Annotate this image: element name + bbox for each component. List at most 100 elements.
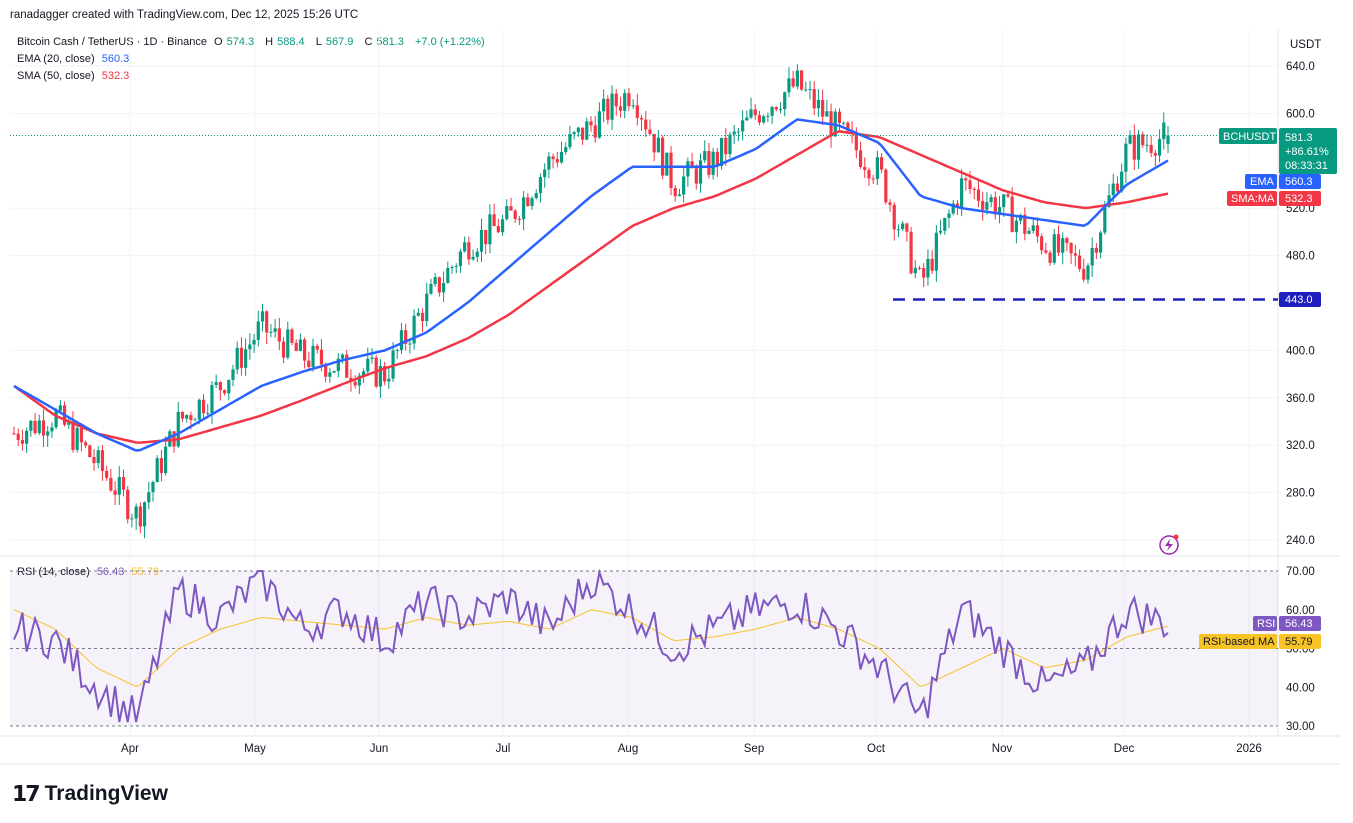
candle-body — [888, 202, 892, 205]
rsi-label: RSI (14, close) — [17, 566, 90, 578]
candle-body — [770, 107, 774, 116]
brand-name: TradingView — [44, 782, 168, 805]
candle-body — [1115, 183, 1120, 192]
candle-body — [16, 433, 20, 441]
candle-body — [383, 366, 387, 382]
candle-body — [964, 178, 968, 181]
candle-body — [694, 168, 698, 184]
rsi-ma-tag-text: RSI-based MA — [1203, 636, 1275, 648]
candle-body — [1090, 247, 1094, 266]
candle-body — [201, 399, 206, 414]
candle-body — [757, 115, 762, 123]
candle-body — [711, 151, 715, 175]
symbol-tag-text: BCHUSDT — [1223, 131, 1276, 143]
candle-body — [783, 92, 787, 110]
candle-body — [652, 133, 656, 153]
candle-body — [1145, 144, 1149, 146]
candle-body — [484, 229, 488, 245]
candle-body — [1002, 194, 1006, 208]
candle-body — [593, 125, 597, 138]
candle-body — [993, 197, 997, 215]
candle-body — [75, 428, 79, 450]
ema-legend[interactable]: EMA (20, close) 560.3 — [17, 53, 133, 65]
candle-body — [1044, 250, 1048, 253]
price-tick: 480.0 — [1286, 251, 1315, 263]
candle-body — [665, 152, 669, 176]
rsi-ma-line — [13, 609, 1169, 688]
candle-body — [227, 379, 231, 394]
candle-body — [947, 213, 951, 218]
candle-body — [660, 137, 665, 176]
candle-body — [113, 490, 117, 495]
candle-body — [214, 382, 218, 386]
candle-body — [736, 131, 741, 133]
candle-body — [492, 214, 496, 227]
candle-body — [623, 93, 627, 111]
rsi-value-tag — [1279, 616, 1321, 631]
candle-body — [222, 390, 227, 394]
candle-body — [252, 339, 256, 345]
support-tag — [1279, 292, 1321, 307]
candle-body — [1086, 265, 1090, 280]
candle-body — [534, 193, 538, 199]
candle-body — [471, 256, 475, 260]
candle-body — [677, 194, 682, 197]
candle-body — [627, 93, 631, 107]
rsi-tag — [1253, 616, 1277, 631]
candle-body — [218, 382, 222, 391]
month-label: Jun — [370, 743, 389, 755]
candle-body — [778, 109, 783, 111]
candle-body — [408, 343, 412, 345]
candle-body — [20, 440, 25, 444]
candle-body — [909, 231, 913, 274]
candle-body — [960, 178, 964, 208]
candle-body — [147, 492, 151, 503]
candle-body — [871, 178, 875, 180]
candle-body — [719, 137, 724, 166]
sma-tag-text: SMA:MA — [1231, 193, 1275, 205]
candle-body — [277, 328, 281, 342]
low-label: L 567.9 — [315, 36, 354, 48]
rsi-legend[interactable]: RSI (14, close) 56.43 55.79 — [17, 566, 163, 578]
rsi-value-tag-text: 56.43 — [1285, 618, 1313, 630]
candle-body — [707, 150, 711, 175]
candle-body — [614, 93, 618, 107]
rsi-ma-value-tag-text: 55.79 — [1285, 636, 1313, 648]
month-label: 2026 — [1236, 743, 1262, 755]
candle-body — [955, 203, 960, 208]
candle-body — [669, 152, 673, 189]
candle-body — [985, 202, 989, 210]
candle-body — [441, 282, 446, 293]
candle-body — [151, 482, 155, 493]
candle-body — [256, 321, 260, 340]
sma-value: 532.3 — [101, 70, 130, 82]
candle-body — [83, 442, 88, 446]
candle-body — [1132, 135, 1136, 160]
sma-tag — [1227, 191, 1277, 206]
candle-body — [816, 99, 821, 109]
candle-body — [294, 342, 298, 351]
candle-body — [176, 411, 180, 447]
candle-body — [1027, 230, 1031, 234]
candle-body — [1082, 268, 1086, 280]
candle-body — [917, 267, 922, 269]
candle-body — [378, 366, 383, 387]
month-label: Sep — [744, 743, 764, 755]
candle-body — [307, 360, 311, 368]
candle-body — [265, 311, 269, 333]
candle-body — [1069, 242, 1073, 254]
candle-body — [79, 428, 83, 443]
sma-legend[interactable]: SMA (50, close) 532.3 — [17, 70, 133, 82]
candle-body — [1077, 255, 1082, 269]
candle-body — [319, 349, 324, 365]
tradingview-logo[interactable]: 𝟭𝟳 TradingView — [12, 781, 168, 807]
candle-body — [100, 450, 105, 471]
candle-body — [395, 349, 399, 351]
candle-body — [92, 457, 96, 464]
candle-body — [698, 160, 703, 184]
candle-body — [105, 470, 109, 478]
change-value: +7.0 (+1.22%) — [414, 36, 485, 48]
candle-body — [12, 433, 16, 435]
candle-body — [425, 293, 429, 322]
